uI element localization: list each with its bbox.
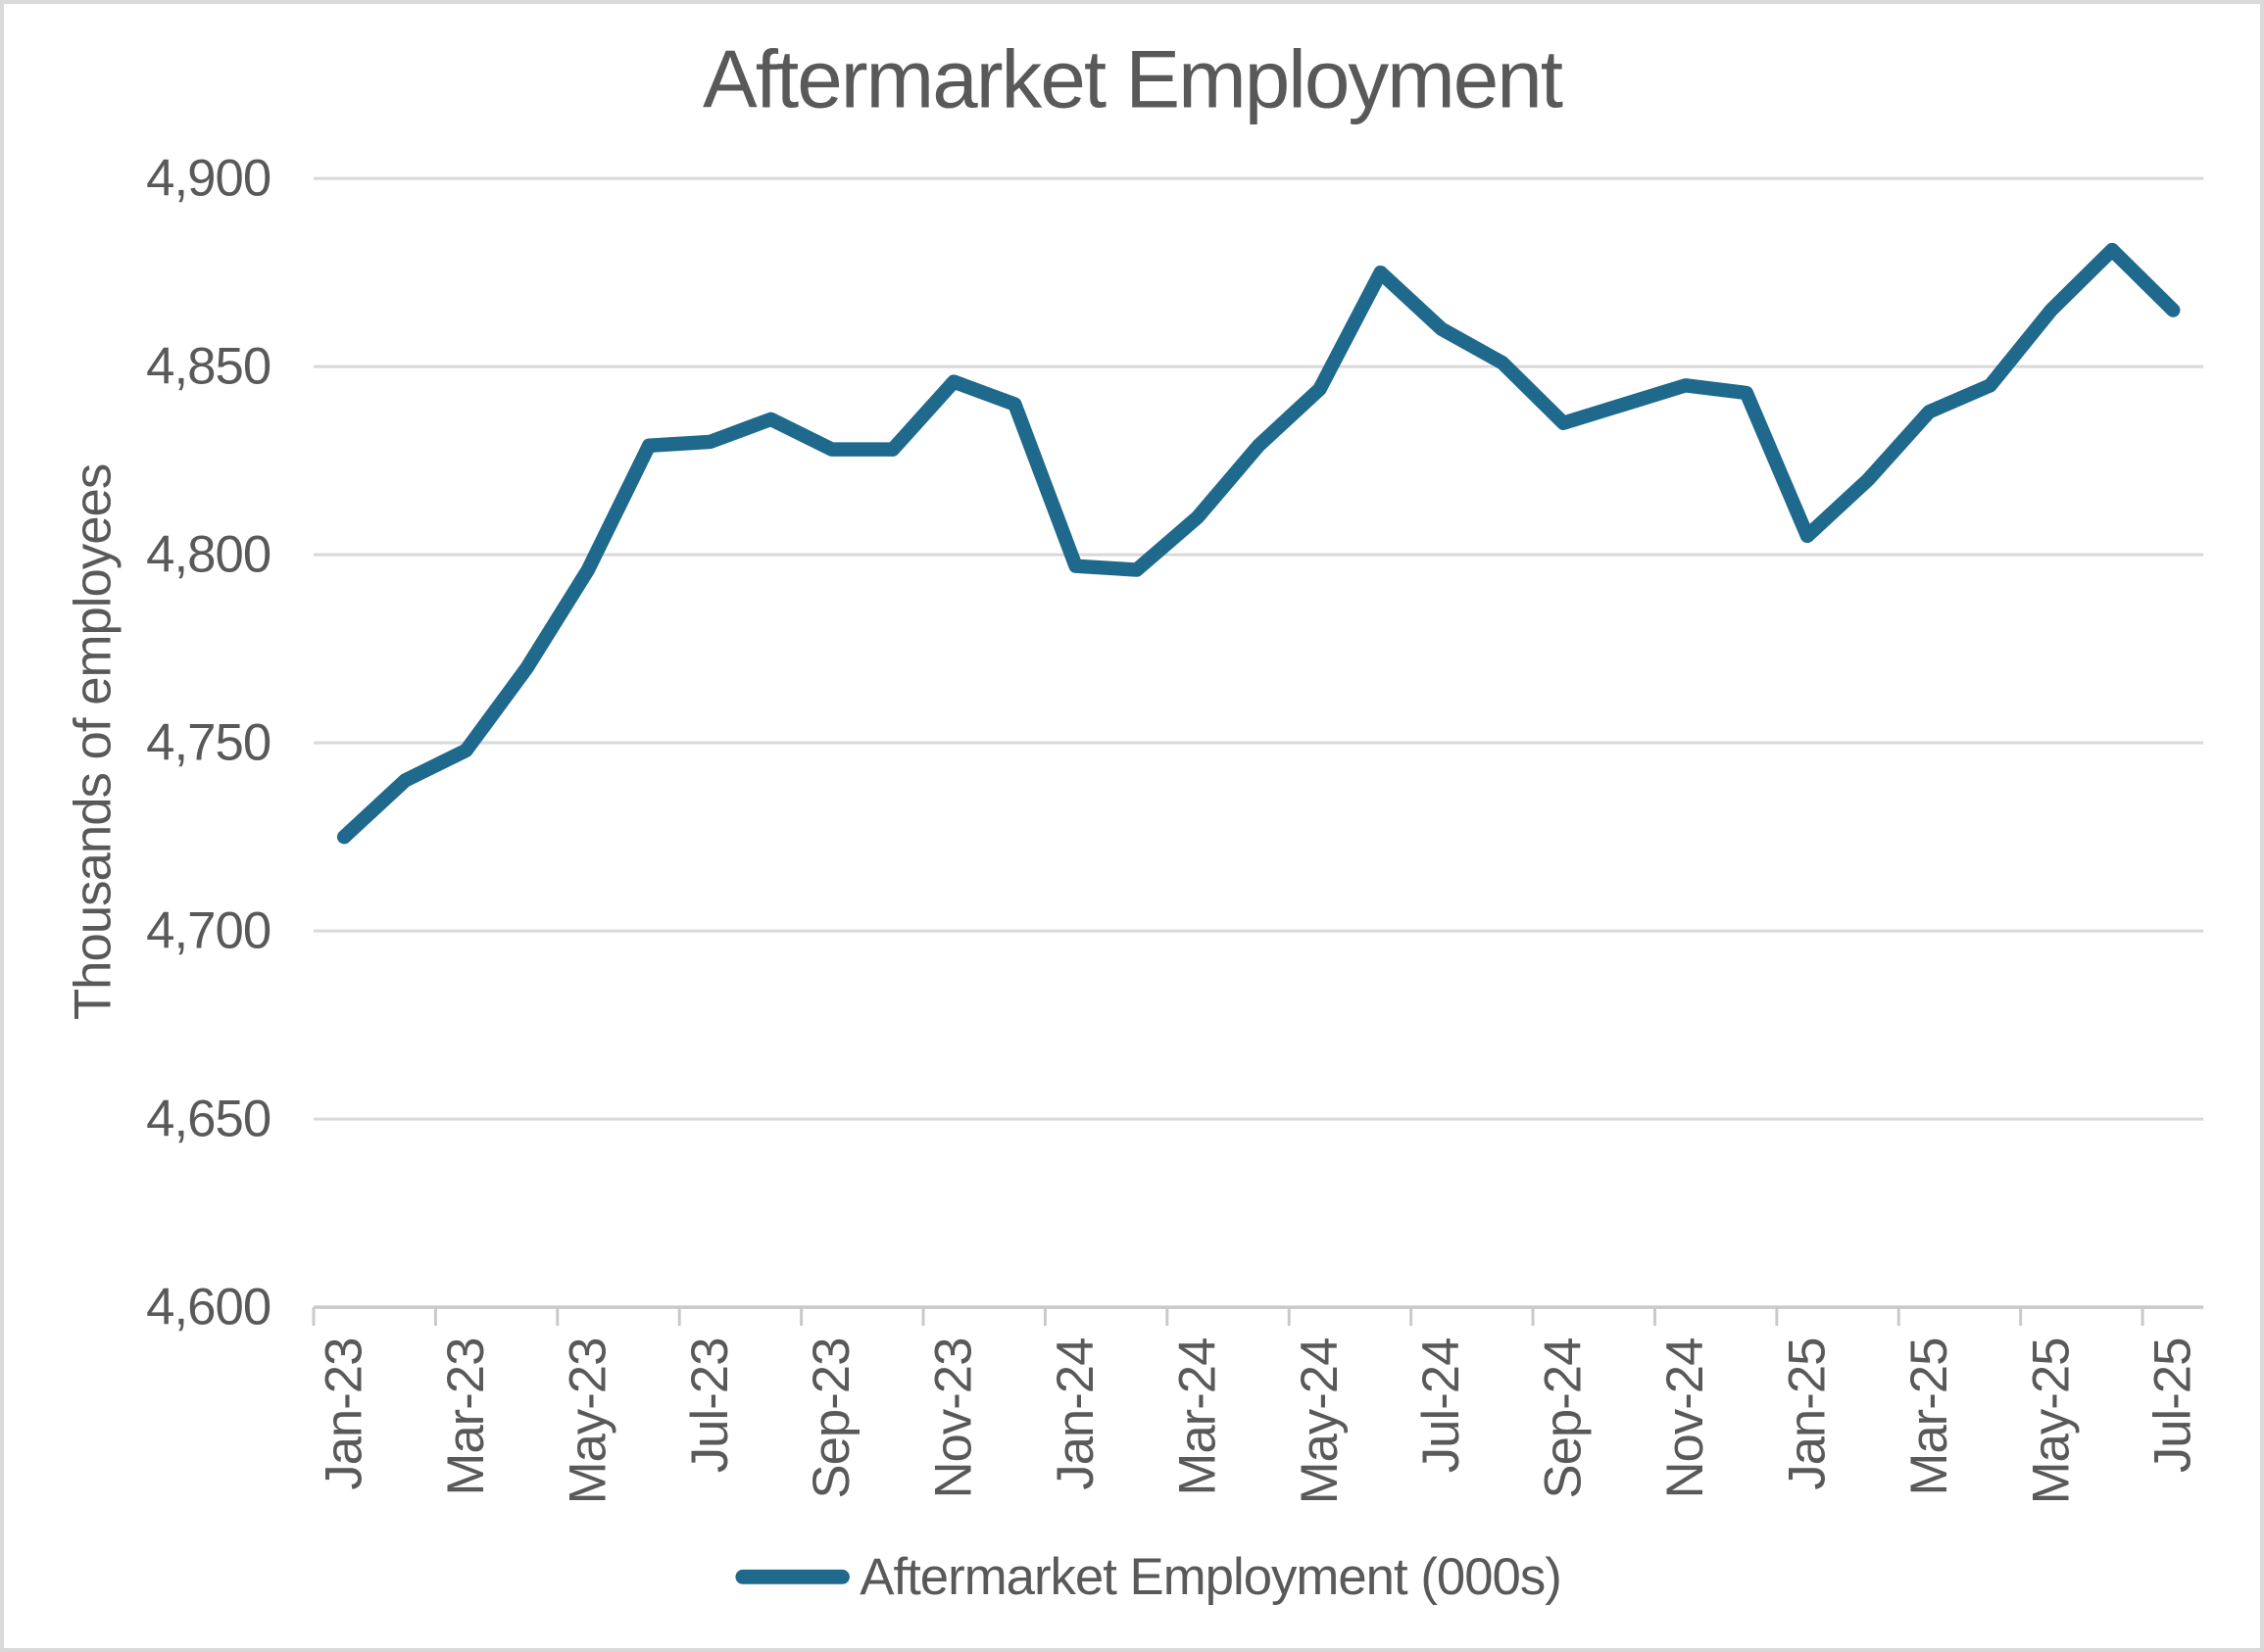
x-axis-tick-label: Mar-23 — [437, 1338, 495, 1496]
legend: Aftermarket Employment (000s) — [735, 1548, 1562, 1606]
y-axis-tick-label: 4,750 — [146, 714, 271, 772]
y-axis-title: Thousands of employees — [65, 464, 123, 1020]
x-axis-tick-label: Jan-24 — [1047, 1338, 1105, 1490]
x-axis-tick-label: Jan-25 — [1778, 1338, 1836, 1490]
x-axis-tick-label: Jul-23 — [681, 1338, 739, 1474]
y-axis-tick-label: 4,700 — [146, 902, 271, 960]
y-axis-tick-label: 4,600 — [146, 1279, 271, 1336]
x-axis-tick-label: Mar-24 — [1168, 1338, 1226, 1496]
x-axis-tick-label: May-25 — [2022, 1338, 2080, 1505]
x-axis-tick-label: Jul-25 — [2144, 1338, 2202, 1474]
x-axis-tick-label: May-24 — [1291, 1338, 1349, 1505]
x-axis-tick-label: Mar-25 — [1900, 1338, 1958, 1496]
y-axis-tick-label: 4,850 — [146, 338, 271, 396]
x-axis-tick-label: Nov-24 — [1656, 1338, 1714, 1499]
x-axis-tick-label: Jul-24 — [1412, 1338, 1470, 1474]
x-axis-tick-labels: Jan-23 Mar-23 May-23 Jul-23 Sep-23 Nov-23 Jan-… — [316, 1338, 2202, 1505]
x-axis-tick-label: Sep-23 — [803, 1338, 861, 1499]
y-axis-tick-label: 4,900 — [146, 150, 271, 208]
x-axis-tick-label: May-23 — [559, 1338, 616, 1505]
y-axis-tick-label: 4,800 — [146, 526, 271, 584]
aftermarket-employment-line-chart: 4,600 4,650 4,700 4,750 4,800 4,850 4,900 Jan-… — [65, 32, 2204, 1606]
y-axis-tick-labels: 4,600 4,650 4,700 4,750 4,800 4,850 4,900 — [146, 150, 271, 1336]
x-axis — [312, 1305, 2204, 1327]
y-axis-tick-label: 4,650 — [146, 1091, 271, 1148]
x-axis-tick-label: Sep-24 — [1535, 1338, 1593, 1499]
gridlines — [313, 176, 2204, 1121]
legend-label: Aftermarket Employment (000s) — [860, 1548, 1561, 1606]
series-line — [336, 242, 2181, 845]
chart-title: Aftermarket Employment — [703, 32, 1563, 124]
x-axis-tick-label: Jan-23 — [316, 1338, 373, 1490]
x-axis-tick-label: Nov-23 — [925, 1338, 983, 1499]
